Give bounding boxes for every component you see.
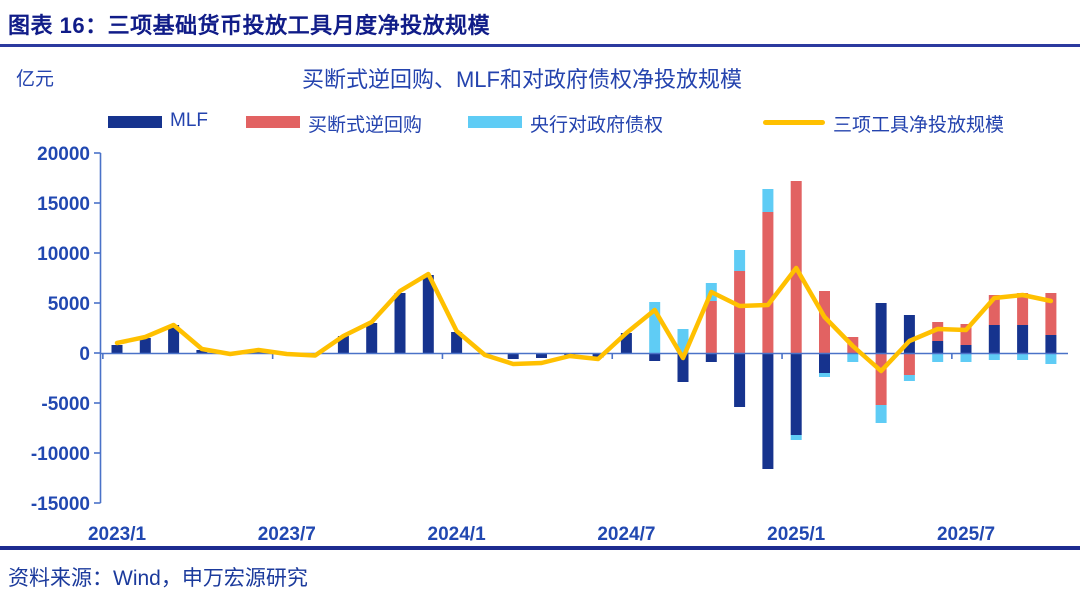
- bar-segment: [734, 353, 746, 407]
- bar-segment: [988, 325, 1000, 353]
- bar-segment: [734, 271, 746, 353]
- bar-segment: [960, 345, 972, 353]
- mlf-swatch-icon: [108, 116, 162, 128]
- bar-segment: [536, 353, 547, 358]
- bar-segment: [762, 189, 774, 212]
- bar-segment: [422, 275, 434, 353]
- bar-segment: [649, 302, 661, 353]
- bar-segment: [1045, 293, 1057, 335]
- bar-segment: [875, 303, 887, 353]
- bar-segment: [819, 373, 830, 377]
- bar-segment: [903, 375, 915, 381]
- bar-segment: [847, 353, 859, 362]
- bar-segment: [705, 301, 717, 353]
- bar-segment: [366, 323, 378, 353]
- x-axis-tick-label: 2023/7: [258, 524, 316, 545]
- bar-segment: [932, 353, 944, 362]
- header-rule: [0, 44, 1080, 47]
- y-axis-tick-label: 0: [79, 344, 90, 365]
- chart-title: 买断式逆回购、MLF和对政府债权净投放规模: [301, 67, 742, 92]
- bar-segment: [734, 250, 746, 271]
- bar-segment: [1017, 353, 1029, 360]
- bar-segment: [875, 353, 887, 405]
- bar-segment: [988, 353, 1000, 360]
- bar-segment: [1017, 293, 1029, 325]
- bar-segment: [932, 341, 944, 353]
- bar-segment: [451, 332, 463, 353]
- bar-segment: [111, 345, 123, 353]
- bar-segment: [875, 405, 887, 423]
- y-axis-tick-label: 5000: [48, 294, 90, 315]
- bar-segment: [960, 324, 972, 345]
- bar-segment: [168, 325, 180, 353]
- bar-segment: [790, 353, 802, 435]
- bar-segment: [592, 353, 604, 358]
- x-axis-tick-label: 2025/7: [937, 524, 995, 545]
- bar-segment: [790, 435, 802, 440]
- figure-title: 图表 16：三项基础货币投放工具月度净投放规模: [8, 13, 491, 38]
- bar-segment: [1045, 353, 1057, 364]
- x-axis-tick-label: 2023/1: [88, 524, 147, 545]
- bar-segment: [1017, 325, 1029, 353]
- bar-segment: [932, 322, 944, 341]
- x-axis-tick-label: 2024/1: [428, 524, 487, 545]
- source-text: 资料来源：Wind，申万宏源研究: [8, 567, 308, 590]
- legend-label-net-total: 三项工具净投放规模: [833, 115, 1005, 136]
- source-rule: [0, 546, 1080, 550]
- y-axis-tick-label: -5000: [41, 394, 90, 415]
- legend-label-gov-claims: 央行对政府债权: [530, 115, 664, 136]
- bar-segment: [819, 291, 830, 353]
- bar-segment: [819, 353, 830, 373]
- bar-segment: [705, 353, 717, 362]
- y-axis-tick-label: -10000: [31, 444, 90, 465]
- legend-label-mlf: MLF: [170, 110, 208, 131]
- bar-segment: [762, 212, 774, 353]
- bar-segment: [988, 295, 1000, 325]
- y-axis-unit-label: 亿元: [16, 69, 55, 90]
- net-total-line-swatch-icon: [763, 120, 825, 125]
- net-total-line: [114, 265, 1054, 374]
- reverse-repo-swatch-icon: [246, 116, 300, 128]
- y-axis-tick-label: 15000: [37, 194, 90, 215]
- bar-segment: [762, 353, 774, 469]
- y-axis-tick-label: 10000: [37, 244, 90, 265]
- bar-segment: [649, 353, 661, 361]
- bar-segment: [960, 353, 972, 362]
- x-axis-tick-label: 2025/1: [767, 524, 826, 545]
- x-axis-tick-label: 2024/7: [597, 524, 655, 545]
- gov-claims-swatch-icon: [468, 116, 522, 128]
- bar-segment: [903, 315, 915, 353]
- bar-segment: [139, 338, 151, 353]
- y-axis-tick-label: -15000: [31, 494, 90, 515]
- bar-segment: [337, 336, 349, 353]
- bar-segment: [903, 353, 915, 375]
- bar-segment: [394, 293, 406, 353]
- legend-label-outright-reverse-repo: 买断式逆回购: [308, 115, 423, 136]
- bar-segment: [620, 333, 632, 353]
- bar-segment: [507, 353, 519, 359]
- bar-segment: [677, 353, 689, 382]
- bar-segment: [1045, 335, 1057, 353]
- bar-segment: [196, 350, 208, 353]
- bar-segment: [677, 329, 689, 353]
- y-axis-tick-label: 20000: [37, 144, 90, 165]
